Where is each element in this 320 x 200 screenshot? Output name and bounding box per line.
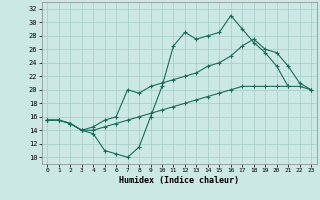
X-axis label: Humidex (Indice chaleur): Humidex (Indice chaleur) <box>119 176 239 185</box>
